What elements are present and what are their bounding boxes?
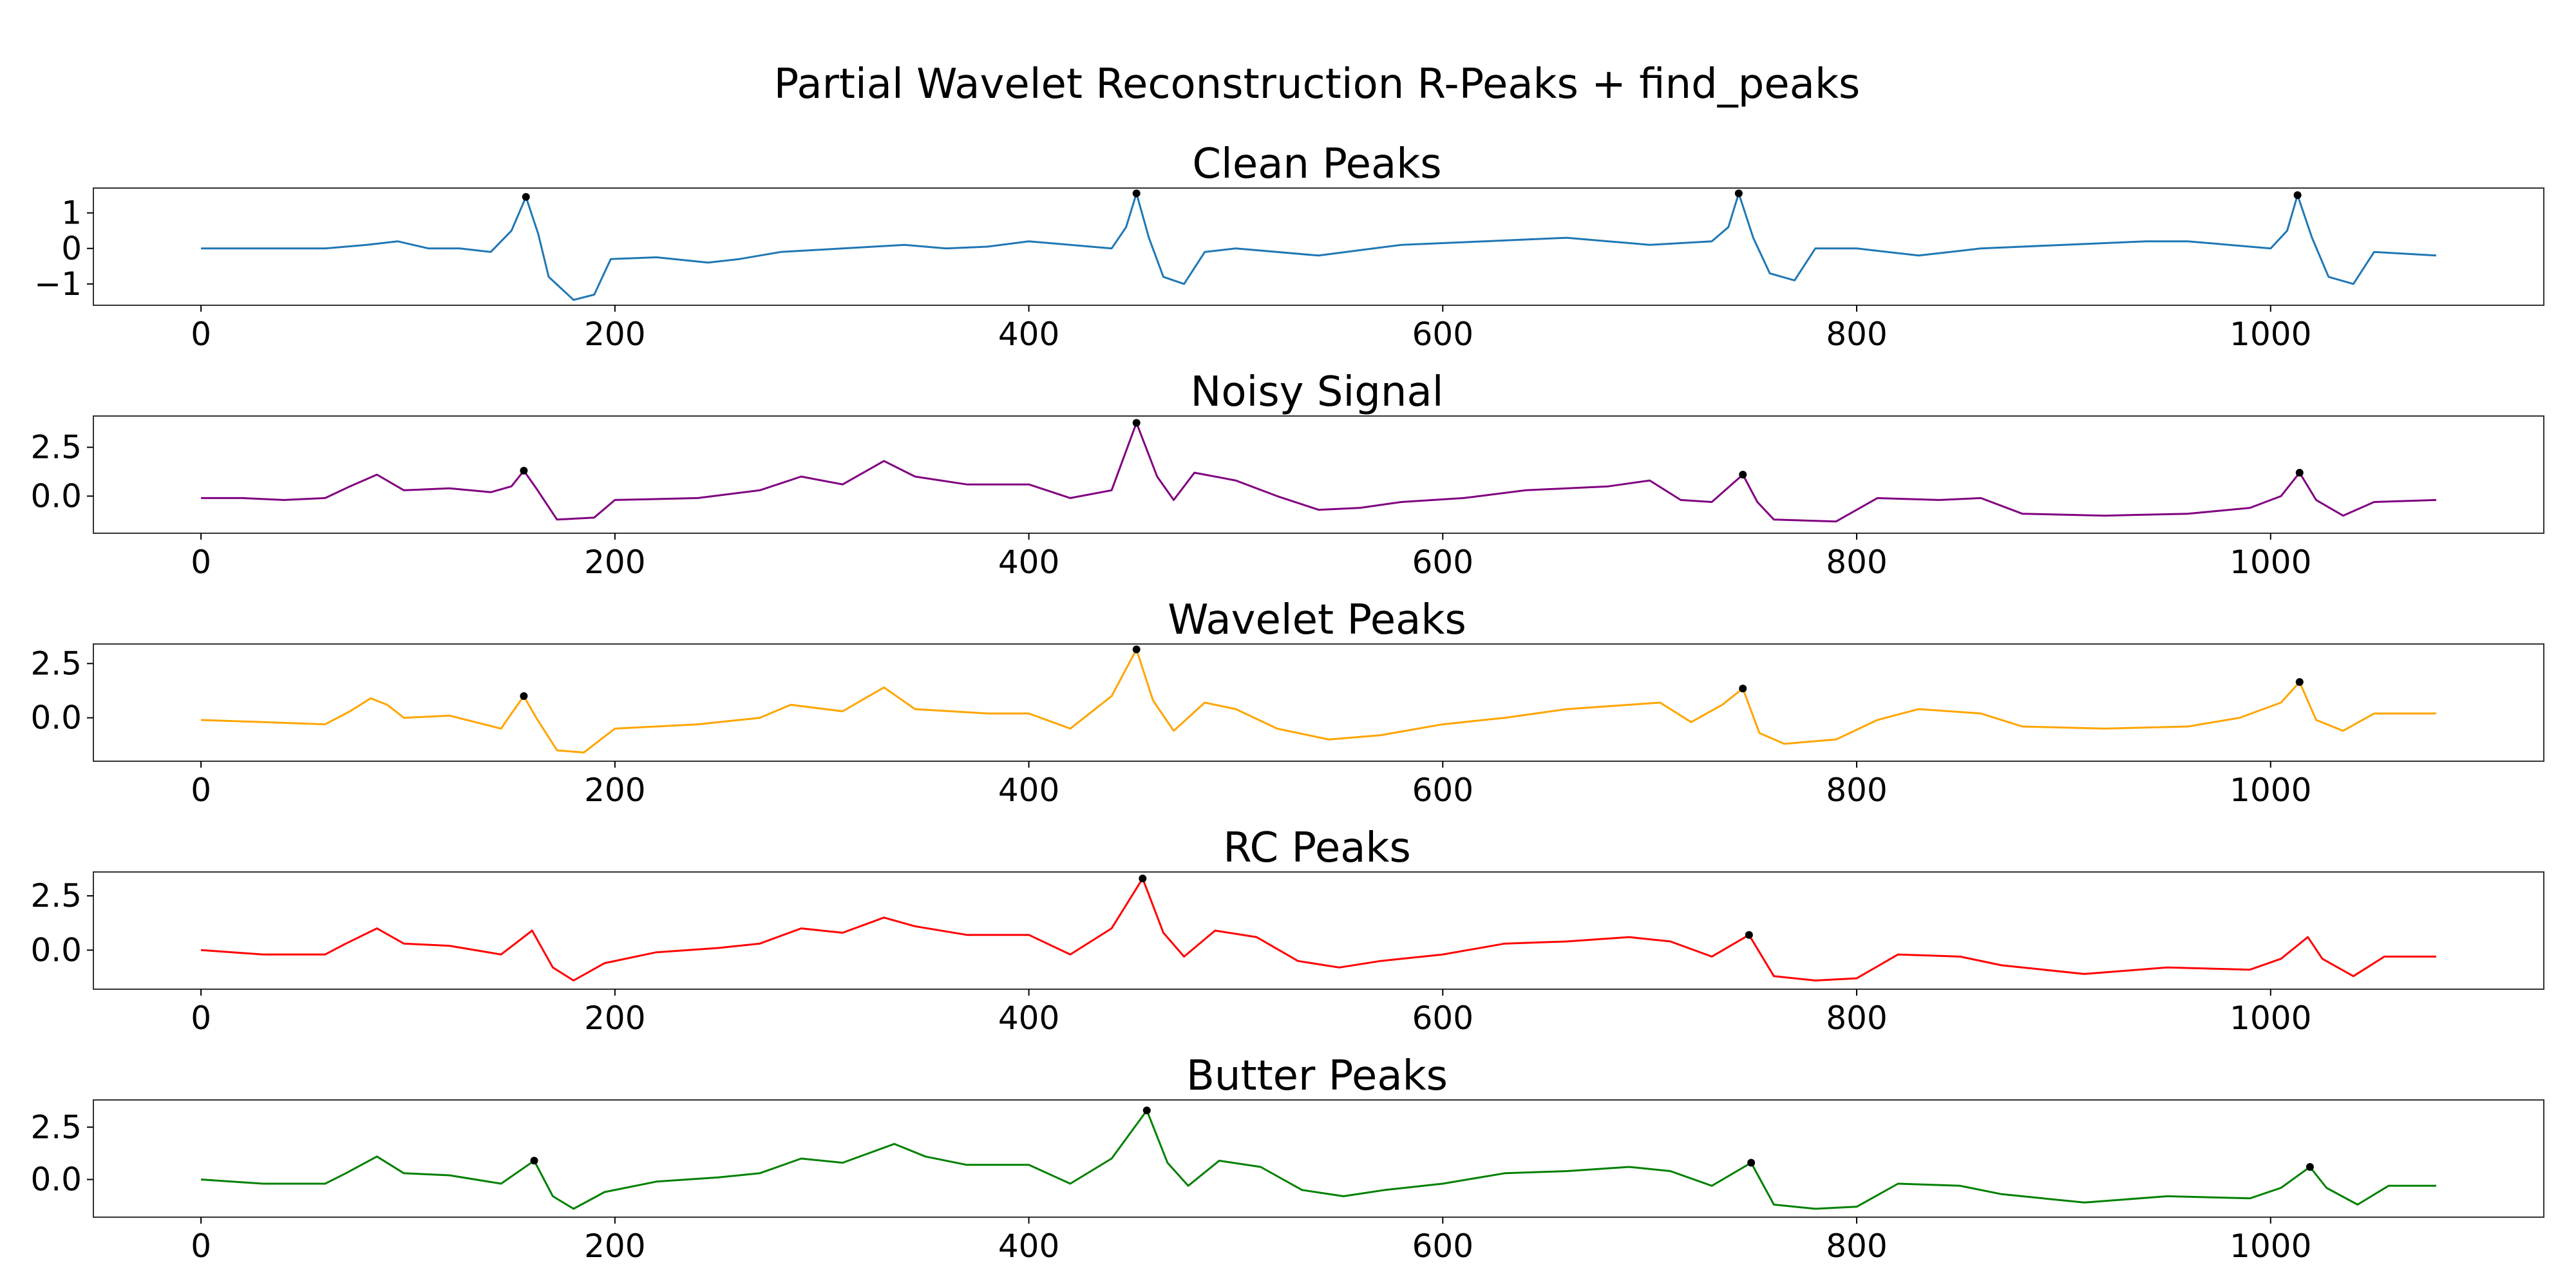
y-tick-label: −1 bbox=[34, 265, 82, 303]
y-tick-label: 0.0 bbox=[30, 699, 82, 737]
peak-marker bbox=[2295, 678, 2304, 686]
subplot-title: Noisy Signal bbox=[1191, 368, 1444, 416]
axes-frame bbox=[93, 871, 2544, 990]
subplot-3: Wavelet Peaks 0 200 400 600 800 1000 2.5 0.0 bbox=[30, 596, 2544, 809]
x-tick-label: 200 bbox=[584, 999, 645, 1037]
x-tick-label: 800 bbox=[1826, 772, 1887, 809]
x-tick-label: 400 bbox=[998, 999, 1059, 1037]
x-tick-label: 800 bbox=[1826, 1227, 1887, 1265]
signal-line bbox=[201, 422, 2436, 523]
figure-title: Partial Wavelet Reconstruction R-Peaks +… bbox=[774, 61, 1861, 108]
subplot-title: Butter Peaks bbox=[1186, 1052, 1448, 1100]
peak-marker bbox=[2293, 191, 2302, 199]
y-tick-label: 0.0 bbox=[30, 931, 82, 969]
axes-frame bbox=[93, 415, 2544, 534]
x-tick-label: 200 bbox=[584, 772, 645, 809]
peak-marker bbox=[1745, 931, 1753, 939]
subplot-title: RC Peaks bbox=[1223, 824, 1411, 872]
x-tick-label: 400 bbox=[998, 1227, 1059, 1265]
x-tick-label: 0 bbox=[191, 999, 211, 1037]
y-tick-label: 2.5 bbox=[30, 645, 82, 682]
x-tick-label: 400 bbox=[998, 316, 1059, 353]
y-tick-label: 0.0 bbox=[30, 1161, 82, 1198]
signal-line bbox=[201, 192, 2436, 301]
x-tick-label: 0 bbox=[191, 316, 211, 353]
x-tick-label: 200 bbox=[584, 1227, 645, 1265]
x-tick-label: 1000 bbox=[2230, 772, 2311, 809]
y-tick-label: 0 bbox=[61, 230, 82, 267]
y-tick-label: 1 bbox=[61, 194, 82, 232]
x-tick-label: 0 bbox=[191, 544, 211, 581]
x-tick-label: 200 bbox=[584, 544, 645, 581]
subplot-title: Clean Peaks bbox=[1192, 140, 1441, 188]
signal-line bbox=[201, 648, 2436, 753]
peak-marker bbox=[1132, 419, 1141, 427]
x-tick-label: 600 bbox=[1412, 1227, 1473, 1265]
peak-marker bbox=[1739, 471, 1747, 478]
peak-marker bbox=[530, 1157, 538, 1165]
y-tick-label: 2.5 bbox=[30, 877, 82, 914]
x-tick-label: 400 bbox=[998, 544, 1059, 581]
x-tick-label: 600 bbox=[1412, 316, 1473, 353]
x-tick-label: 600 bbox=[1412, 999, 1473, 1037]
axes-frame bbox=[93, 1099, 2544, 1218]
peak-marker bbox=[1734, 189, 1743, 198]
subplot-4: RC Peaks 0 200 400 600 800 1000 2.5 0.0 bbox=[30, 824, 2544, 1037]
subplot-5: Butter Peaks 0 200 400 600 800 1000 2.5 0.0 bbox=[30, 1052, 2544, 1265]
peak-marker bbox=[2295, 469, 2304, 477]
subplot-title: Wavelet Peaks bbox=[1168, 596, 1466, 644]
peak-marker bbox=[1139, 875, 1147, 883]
y-tick-label: 2.5 bbox=[30, 429, 82, 466]
x-tick-label: 800 bbox=[1826, 999, 1887, 1037]
y-tick-label: 0.0 bbox=[30, 477, 82, 515]
peak-marker bbox=[1747, 1159, 1756, 1167]
x-tick-label: 1000 bbox=[2230, 316, 2311, 353]
peak-marker bbox=[1739, 685, 1747, 693]
x-tick-label: 1000 bbox=[2230, 999, 2311, 1037]
x-tick-label: 1000 bbox=[2230, 1227, 2311, 1265]
peak-marker bbox=[520, 692, 528, 700]
peak-marker bbox=[2306, 1163, 2314, 1171]
subplot-2: Noisy Signal 0 200 400 600 800 1000 2.5 0.0 bbox=[30, 368, 2544, 581]
x-tick-label: 0 bbox=[191, 1227, 211, 1265]
peak-marker bbox=[1132, 189, 1141, 198]
peak-marker bbox=[522, 193, 530, 201]
axes-frame bbox=[93, 643, 2544, 762]
x-tick-label: 800 bbox=[1826, 316, 1887, 353]
x-tick-label: 200 bbox=[584, 316, 645, 353]
x-tick-label: 600 bbox=[1412, 544, 1473, 581]
x-tick-label: 1000 bbox=[2230, 544, 2311, 581]
peak-marker bbox=[520, 466, 528, 475]
axes-frame bbox=[93, 187, 2544, 306]
x-tick-label: 400 bbox=[998, 772, 1059, 809]
x-tick-label: 600 bbox=[1412, 772, 1473, 809]
signal-line bbox=[200, 877, 2436, 981]
signal-line bbox=[200, 1109, 2436, 1210]
peak-marker bbox=[1132, 645, 1141, 654]
y-tick-label: 2.5 bbox=[30, 1108, 82, 1146]
peak-marker bbox=[1142, 1106, 1151, 1115]
x-tick-label: 0 bbox=[191, 772, 211, 809]
x-tick-label: 800 bbox=[1826, 544, 1887, 581]
